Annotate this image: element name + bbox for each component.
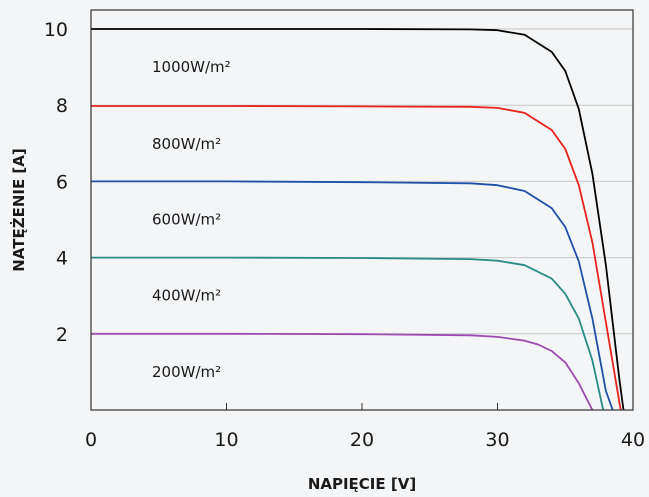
series-label: 1000W/m² [152,58,231,76]
y-tick-label: 10 [44,19,68,41]
y-tick-label: 4 [56,248,68,270]
series-line [91,180,614,411]
y-axis-title: NATĘŻENIE [A] [9,148,28,272]
series-line [91,332,594,411]
series-layer [91,28,625,411]
series-line [91,28,625,411]
x-axis-title: NAPIĘCIE [V] [308,475,416,493]
series-label: 800W/m² [152,135,221,153]
series-label: 600W/m² [152,210,221,228]
series-label: 200W/m² [152,363,221,381]
x-tick-label: 20 [350,429,374,451]
y-tick-label: 8 [56,95,68,117]
series-line [91,256,605,411]
series-label: 400W/m² [152,287,221,305]
x-tick-label: 30 [485,429,509,451]
series-line [91,105,622,411]
y-tick-label: 2 [56,324,68,346]
x-tick-label: 40 [621,429,645,451]
label-layer: 1000W/m² 800W/m² 600W/m² 400W/m² 200W/m² [152,58,231,381]
x-tick-label: 10 [214,429,238,451]
tick-layer: 2 4 6 8 10 0 10 20 30 40 [44,19,645,451]
y-tick-label: 6 [56,171,68,193]
x-tick-label: 0 [85,429,97,451]
